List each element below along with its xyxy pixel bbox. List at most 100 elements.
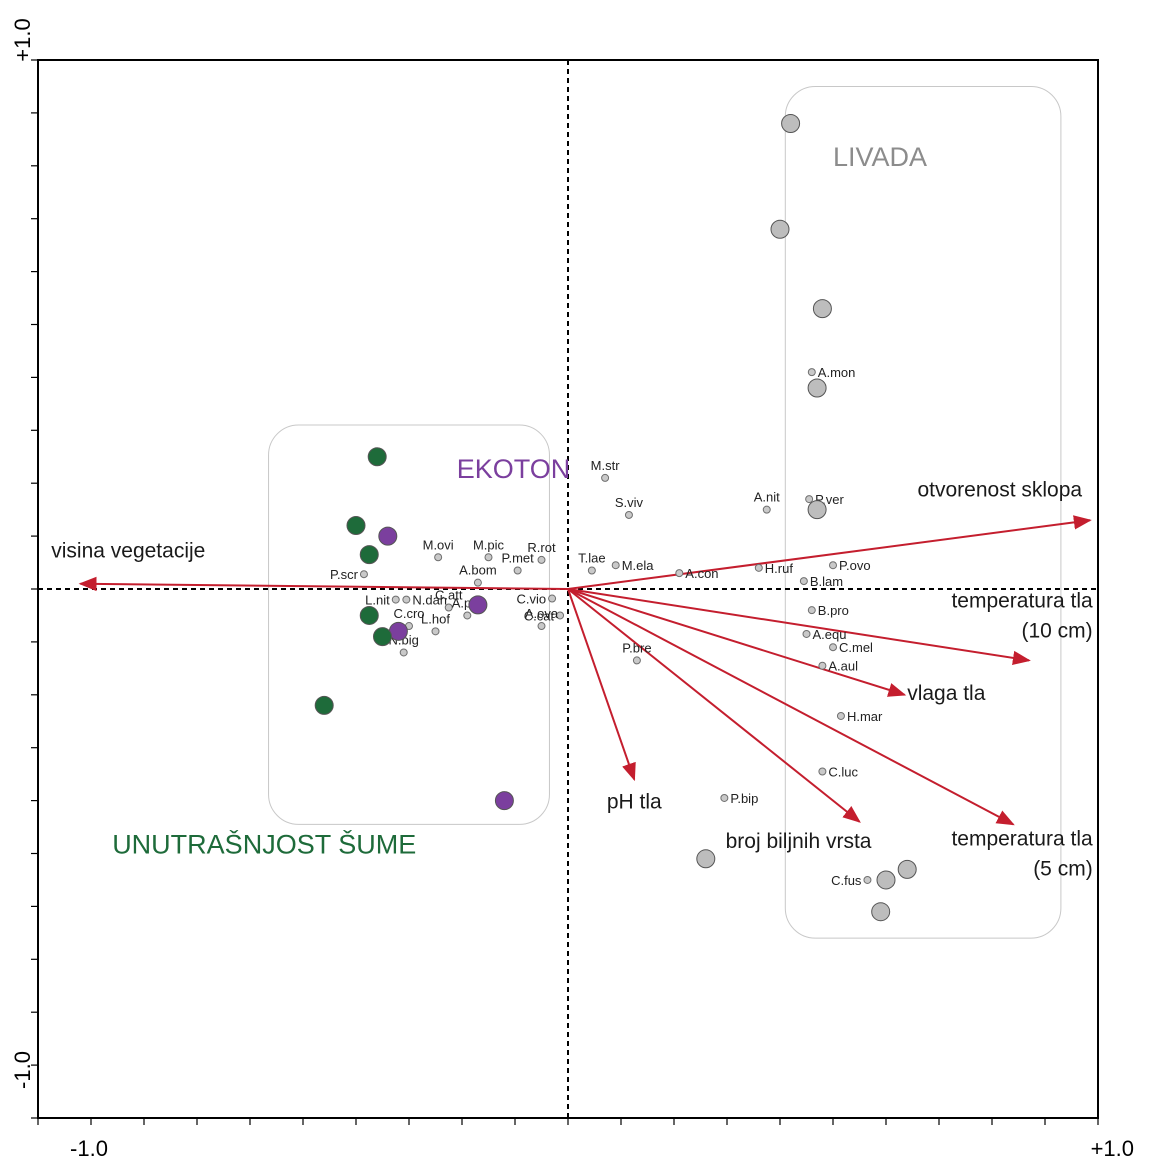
species-point xyxy=(601,473,610,482)
species-point xyxy=(359,570,368,579)
site-point-livada xyxy=(770,219,790,239)
vector-arrow xyxy=(567,588,1031,666)
vector-arrow xyxy=(567,588,636,782)
species-label: S.viv xyxy=(615,495,644,510)
species-label: R.rot xyxy=(527,540,556,555)
species-label: A.mon xyxy=(818,365,856,380)
species-point xyxy=(444,603,453,612)
site-point-ekoton xyxy=(388,621,408,641)
species-label: H.mar xyxy=(847,709,883,724)
vector-arrow xyxy=(567,588,907,697)
species-label: H.ruf xyxy=(765,561,794,576)
species-point xyxy=(807,368,816,377)
species-label: C.mel xyxy=(839,640,873,655)
site-point-unutrasnjost xyxy=(359,545,379,565)
species-point xyxy=(473,578,482,587)
vector-label: pH tla xyxy=(607,791,662,814)
species-label: A.aul xyxy=(828,659,858,674)
species-point xyxy=(675,569,684,578)
species-label: M.str xyxy=(591,458,621,473)
species-label: A.ova xyxy=(525,606,559,621)
site-point-unutrasnjost xyxy=(373,627,392,647)
livada-box xyxy=(784,85,1062,939)
species-point xyxy=(829,561,837,570)
vector-label: visina vegetacije xyxy=(51,539,205,562)
species-point xyxy=(762,505,771,514)
species-label: A.bom xyxy=(459,563,497,578)
species-point xyxy=(805,495,814,504)
site-point-unutrasnjost xyxy=(346,516,366,536)
species-label: P.met xyxy=(502,550,535,565)
species-label: B.pro xyxy=(818,603,849,618)
species-point xyxy=(434,553,443,562)
vector-arrow xyxy=(567,515,1092,590)
species-label: P.bre xyxy=(622,640,651,655)
species-point xyxy=(484,553,493,562)
species-label: P.scr xyxy=(330,567,359,582)
vector-arrow xyxy=(567,588,1015,826)
species-point xyxy=(818,767,827,776)
species-point xyxy=(587,566,596,575)
species-label: T.lae xyxy=(578,550,605,565)
site-point-livada xyxy=(807,378,827,398)
vector-label: (5 cm) xyxy=(1033,858,1093,881)
species-label: P.bip xyxy=(730,791,758,806)
species-point xyxy=(818,661,827,670)
x-tick-label-min: -1.0 xyxy=(70,1136,108,1161)
species-point xyxy=(399,648,408,657)
species-point xyxy=(556,611,565,620)
species-point xyxy=(537,555,546,564)
site-point-livada xyxy=(897,859,917,879)
species-label: C.att xyxy=(435,588,463,603)
site-point-ekoton xyxy=(378,526,398,546)
group-label-ekoton: EKOTON xyxy=(457,454,571,484)
site-point-ekoton xyxy=(468,595,488,615)
species-point xyxy=(836,711,845,720)
site-point-livada xyxy=(807,500,827,520)
species-label: C.fus xyxy=(831,873,862,888)
species-point xyxy=(807,606,816,615)
species-point xyxy=(799,577,808,586)
site-point-unutrasnjost xyxy=(359,605,379,625)
species-point xyxy=(863,875,872,884)
site-point-livada xyxy=(781,113,801,133)
species-label: A.nit xyxy=(754,490,780,505)
species-point xyxy=(754,563,763,572)
y-tick-label-min: -1.0 xyxy=(10,1051,35,1089)
species-label: C.cat xyxy=(524,608,555,623)
ekoton-box xyxy=(268,424,550,825)
species-label: C.cro xyxy=(393,606,424,621)
site-point-livada xyxy=(696,849,716,869)
x-tick-label-max: +1.0 xyxy=(1091,1136,1134,1161)
site-point-ekoton xyxy=(494,791,514,811)
group-label-unutrasnjost: UNUTRAŠNJOST ŠUME xyxy=(112,829,416,860)
species-point xyxy=(829,643,837,652)
species-label: L.hof xyxy=(421,611,450,626)
species-label: A.con xyxy=(685,566,718,581)
species-point xyxy=(802,629,811,638)
species-label: P.ovo xyxy=(839,558,871,573)
species-label: M.pic xyxy=(473,537,505,552)
species-point xyxy=(391,595,400,604)
vector-label: temperatura tla xyxy=(951,590,1093,613)
site-point-unutrasnjost xyxy=(314,695,334,715)
vector-label: vlaga tla xyxy=(907,682,986,705)
site-point-livada xyxy=(876,870,896,890)
species-point xyxy=(513,566,522,575)
vector-label: temperatura tla xyxy=(951,828,1093,851)
vector-arrow xyxy=(78,576,569,592)
vector-label: (10 cm) xyxy=(1022,620,1093,643)
species-point xyxy=(611,561,620,570)
site-point-unutrasnjost xyxy=(367,447,387,467)
vector-label: otvorenost sklopa xyxy=(917,478,1082,501)
species-label: C.vio xyxy=(516,592,546,607)
species-point xyxy=(548,594,557,603)
site-point-livada xyxy=(871,902,891,922)
species-point xyxy=(402,595,411,604)
species-label: L.nit xyxy=(365,593,390,608)
vector-label: broj biljnih vrsta xyxy=(726,830,872,853)
y-tick-label-max: +1.0 xyxy=(10,18,35,61)
species-label: N.dah xyxy=(412,593,447,608)
species-label: B.lam xyxy=(810,574,843,589)
